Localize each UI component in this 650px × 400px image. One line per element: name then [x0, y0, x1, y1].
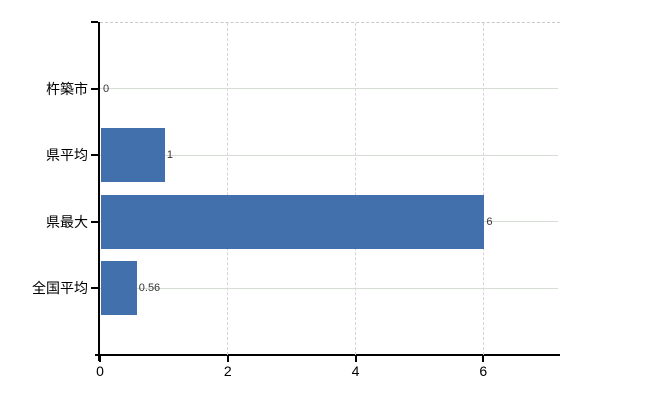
- x-axis-tick: [99, 356, 101, 362]
- bar: [101, 194, 485, 249]
- y-axis-tick: [91, 21, 98, 23]
- x-axis-tick: [226, 356, 229, 362]
- gridline-horizontal: [100, 287, 558, 289]
- x-tick-label: 6: [479, 363, 488, 379]
- category-label: 県平均: [46, 147, 88, 164]
- category-label: 全国平均: [32, 280, 88, 297]
- x-axis: [95, 354, 560, 356]
- y-axis-tick: [91, 220, 98, 223]
- x-axis-tick: [354, 356, 357, 362]
- value-label: 0: [103, 82, 110, 95]
- gridline-vertical: [227, 23, 229, 355]
- y-axis-tick: [91, 287, 98, 290]
- x-tick-label: 2: [223, 363, 232, 379]
- category-label: 杵築市: [46, 80, 88, 97]
- x-tick-label: 0: [96, 363, 104, 379]
- bar: [101, 128, 165, 183]
- gridline-horizontal: [100, 154, 558, 156]
- y-axis: [98, 22, 100, 361]
- x-axis-tick: [482, 356, 485, 362]
- value-label: 0.56: [138, 282, 161, 295]
- gridline-horizontal: [100, 88, 558, 90]
- gridline-vertical: [355, 23, 357, 355]
- category-label: 県最大: [46, 213, 88, 230]
- gridline-vertical: [482, 23, 484, 355]
- plot-area: [100, 22, 560, 355]
- value-label: 1: [166, 149, 173, 162]
- y-axis-tick: [91, 154, 98, 157]
- bar: [101, 261, 137, 316]
- y-axis-tick: [91, 87, 98, 90]
- x-tick-label: 4: [351, 363, 360, 379]
- value-label: 6: [486, 215, 493, 228]
